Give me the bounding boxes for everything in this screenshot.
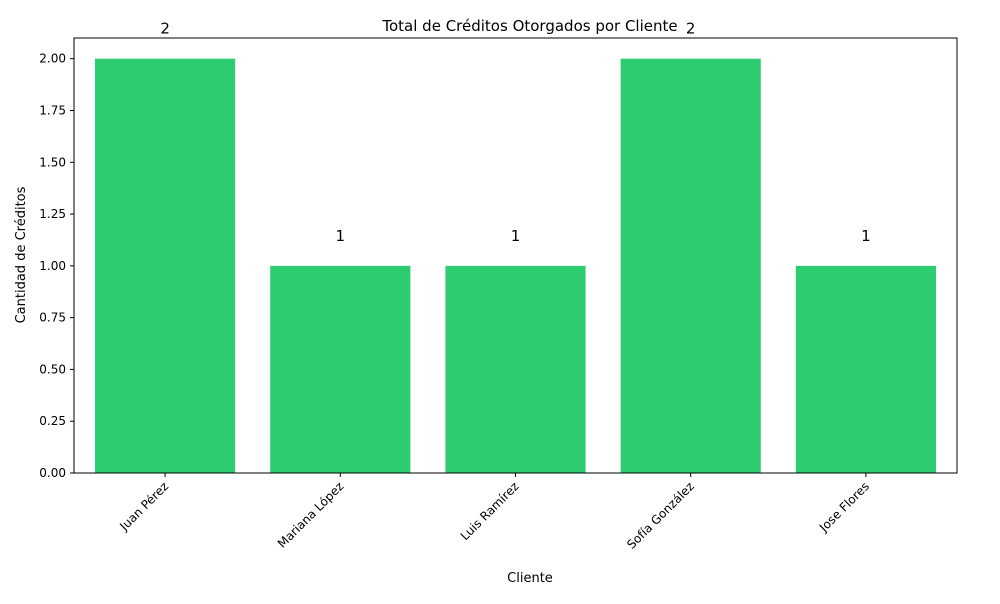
y-tick-label: 1.00 xyxy=(39,259,66,273)
y-tick-label: 2.00 xyxy=(39,52,66,66)
bar-1 xyxy=(95,58,236,474)
chart-title: Total de Créditos Otorgados por Cliente xyxy=(381,17,677,35)
y-tick-label: 0.00 xyxy=(39,466,66,480)
bar-value-label: 2 xyxy=(160,20,170,38)
y-tick-label: 0.75 xyxy=(39,311,66,325)
bar-value-label: 2 xyxy=(686,20,696,38)
y-axis: 0.00 0.25 0.50 0.75 1.00 1.25 1.50 1.75 2.00 xyxy=(39,52,74,480)
bar-3 xyxy=(445,265,586,473)
bar-value-label: 1 xyxy=(336,227,346,245)
y-tick-label: 1.75 xyxy=(39,104,66,118)
bar-value-label: 1 xyxy=(861,227,871,245)
bar-4 xyxy=(620,58,761,474)
y-tick-label: 1.25 xyxy=(39,207,66,221)
bar-value-label: 1 xyxy=(511,227,521,245)
x-tick-label: Sofía González xyxy=(624,479,697,552)
bars-group xyxy=(95,58,936,474)
plot-frame xyxy=(73,37,958,474)
x-tick-label: Juan Pérez xyxy=(116,479,171,534)
x-axis: Juan Pérez Mariana López Luis Ramírez Sofía… xyxy=(116,473,872,552)
data-labels-group: 2 1 1 2 1 xyxy=(160,20,870,245)
x-tick-label: Jose Flores xyxy=(816,479,872,535)
y-tick-label: 1.50 xyxy=(39,155,66,169)
y-axis-label: Cantidad de Créditos xyxy=(14,186,29,323)
x-axis-label: Cliente xyxy=(507,571,553,586)
bar-2 xyxy=(270,265,411,473)
x-tick-label: Luis Ramírez xyxy=(458,479,522,543)
x-tick-label: Mariana López xyxy=(275,479,347,551)
y-tick-label: 0.50 xyxy=(39,362,66,376)
y-tick-label: 0.25 xyxy=(39,414,66,428)
bar-5 xyxy=(795,265,936,473)
